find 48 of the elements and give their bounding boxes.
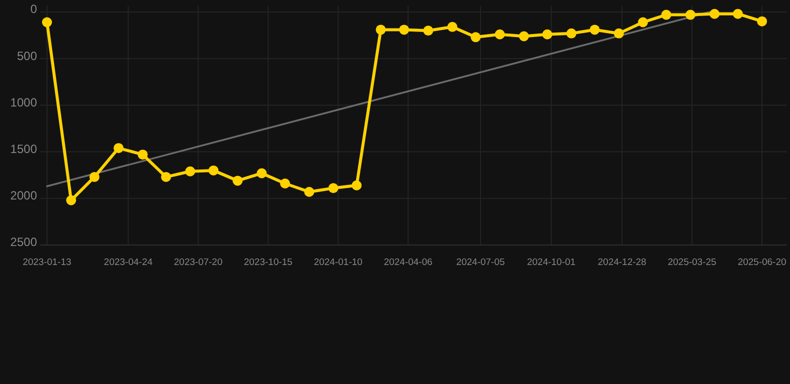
- point: [732, 8, 743, 19]
- point: [566, 28, 576, 38]
- point: [470, 32, 481, 42]
- y-tick-label: 1500: [10, 142, 38, 156]
- point: [447, 22, 458, 32]
- x-tick-label: 2024-01-10: [314, 257, 362, 268]
- x-tick-label: 2025-03-25: [668, 257, 716, 268]
- x-tick-label: 2024-07-05: [456, 257, 505, 268]
- x-tick-label: 2024-04-06: [384, 257, 432, 268]
- point: [423, 26, 434, 36]
- x-tick-label: 2023-10-15: [244, 257, 292, 268]
- point: [66, 195, 76, 206]
- point: [114, 143, 124, 154]
- x-tick-label: 2024-12-28: [598, 257, 646, 268]
- point: [280, 178, 290, 188]
- point: [661, 10, 672, 20]
- point: [542, 29, 552, 40]
- point: [304, 186, 314, 197]
- y-tick-label: 1000: [10, 95, 38, 110]
- point: [256, 168, 267, 178]
- point: [590, 24, 600, 35]
- point: [185, 166, 196, 176]
- point: [208, 165, 218, 176]
- x-tick-label: 2024-10-01: [526, 257, 576, 268]
- y-tick-label: 2000: [10, 188, 38, 203]
- point: [710, 8, 720, 19]
- point: [42, 17, 52, 28]
- point: [161, 172, 172, 182]
- point: [494, 29, 505, 40]
- x-tick-label: 2023-04-24: [104, 257, 153, 268]
- point: [138, 150, 148, 160]
- x-tick-label: 2023-07-20: [174, 257, 223, 268]
- point: [89, 172, 100, 182]
- point: [614, 28, 624, 38]
- point: [757, 16, 767, 26]
- point: [518, 31, 529, 42]
- y-tick-label: 2500: [10, 235, 38, 250]
- point: [638, 17, 648, 28]
- x-tick-label: 2025-06-20: [738, 257, 786, 268]
- point: [376, 24, 386, 35]
- point: [685, 10, 696, 20]
- y-tick-label: 500: [16, 48, 38, 63]
- point: [352, 180, 362, 190]
- point: [328, 183, 338, 194]
- point: [399, 24, 410, 35]
- x-tick-label: 2023-01-13: [22, 257, 72, 268]
- y-tick-label: 0: [30, 2, 38, 16]
- point: [232, 176, 243, 186]
